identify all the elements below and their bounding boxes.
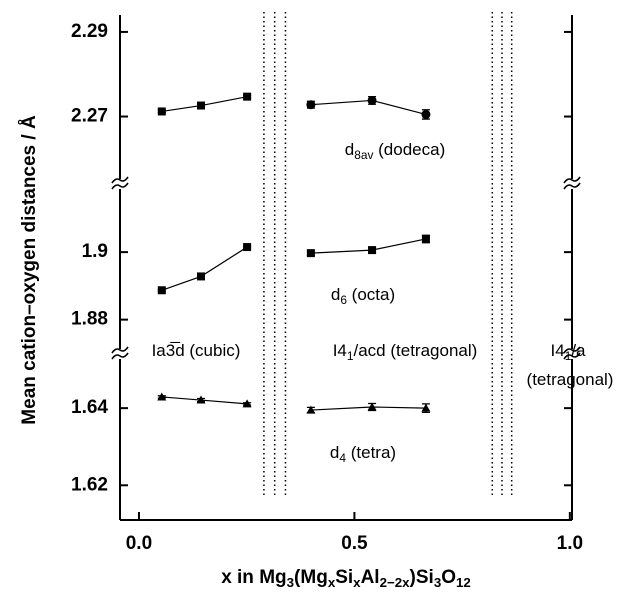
point bbox=[157, 392, 167, 401]
axis-break bbox=[563, 346, 581, 360]
label: Ia3̅d (cubic) bbox=[152, 341, 241, 360]
point bbox=[157, 107, 166, 116]
label-part: 1 bbox=[565, 349, 572, 363]
point bbox=[367, 402, 377, 411]
point bbox=[306, 100, 316, 110]
line bbox=[161, 246, 248, 291]
point bbox=[197, 101, 206, 110]
label: d6 (octa) bbox=[331, 285, 395, 307]
y-tick-label: 1.62 bbox=[71, 474, 108, 495]
y-tick-label: 2.27 bbox=[71, 106, 108, 127]
label-part: Al bbox=[361, 567, 380, 588]
label-part: 6 bbox=[340, 293, 347, 307]
y-tick-label: 1.9 bbox=[82, 241, 108, 262]
label-part: O bbox=[441, 567, 456, 588]
axis-break bbox=[563, 176, 581, 190]
point bbox=[197, 272, 206, 281]
y-tick-label: 2.29 bbox=[71, 21, 108, 42]
label-part: x bbox=[353, 575, 361, 590]
label-part: (Mg bbox=[294, 567, 328, 588]
point bbox=[421, 403, 431, 412]
point bbox=[421, 109, 431, 119]
label-part: 1 bbox=[347, 349, 354, 363]
point bbox=[367, 95, 377, 105]
point bbox=[368, 246, 377, 255]
label-part: d bbox=[345, 140, 354, 159]
x-tick-label: 0.0 bbox=[126, 533, 152, 554]
label-part: d bbox=[330, 443, 339, 462]
label-part: 3 bbox=[434, 575, 441, 590]
label-part: (tetra) bbox=[346, 443, 396, 462]
point bbox=[243, 92, 252, 101]
axis-break bbox=[111, 346, 129, 360]
y-tick-label: 1.64 bbox=[71, 397, 108, 418]
axis-break-gap bbox=[563, 179, 581, 189]
label-part: /a bbox=[571, 341, 586, 360]
x-tick-label: 0.5 bbox=[341, 533, 368, 554]
label-part: (dodeca) bbox=[373, 140, 445, 159]
label-part: I4 bbox=[551, 341, 565, 360]
x-tick-label: 1.0 bbox=[557, 533, 583, 554]
label-part: x bbox=[328, 575, 336, 590]
label: I41/acd (tetragonal) bbox=[333, 341, 478, 363]
label-part: 12 bbox=[456, 575, 471, 590]
point bbox=[196, 395, 206, 404]
label-part: )Si bbox=[410, 567, 434, 588]
point bbox=[421, 234, 430, 243]
point bbox=[306, 249, 315, 258]
label-part: 4 bbox=[339, 451, 346, 465]
label: d4 (tetra) bbox=[330, 443, 396, 465]
y-tick-label: 1.88 bbox=[71, 309, 108, 330]
point bbox=[157, 286, 166, 295]
axis-break bbox=[111, 176, 129, 190]
axis-break-gap bbox=[111, 179, 129, 189]
label-part: (octa) bbox=[347, 285, 395, 304]
point bbox=[243, 243, 252, 252]
label: I41/a bbox=[551, 341, 587, 363]
label-part: 8av bbox=[354, 148, 373, 162]
y-axis-label: Mean cation–oxygen distances / Å bbox=[19, 115, 40, 425]
label: x in Mg3(MgxSixAl2−2x)Si3O12 bbox=[221, 567, 471, 590]
label: (tetragonal) bbox=[527, 370, 614, 389]
point bbox=[242, 399, 252, 408]
axis-break-gap bbox=[111, 349, 129, 359]
label-part: 2−2x bbox=[380, 575, 411, 590]
label-part: (tetragonal) bbox=[527, 370, 614, 389]
label-part: I4 bbox=[333, 341, 347, 360]
label-part: Si bbox=[335, 567, 353, 588]
point bbox=[306, 405, 316, 414]
label: d8av (dodeca) bbox=[345, 140, 445, 162]
axis-break-gap bbox=[563, 349, 581, 359]
label-part: /acd (tetragonal) bbox=[354, 341, 478, 360]
label-part: d bbox=[331, 285, 340, 304]
label-part: Ia3̅d (cubic) bbox=[152, 341, 241, 360]
label-part: 3 bbox=[287, 575, 294, 590]
label-part: x in Mg bbox=[221, 567, 286, 588]
